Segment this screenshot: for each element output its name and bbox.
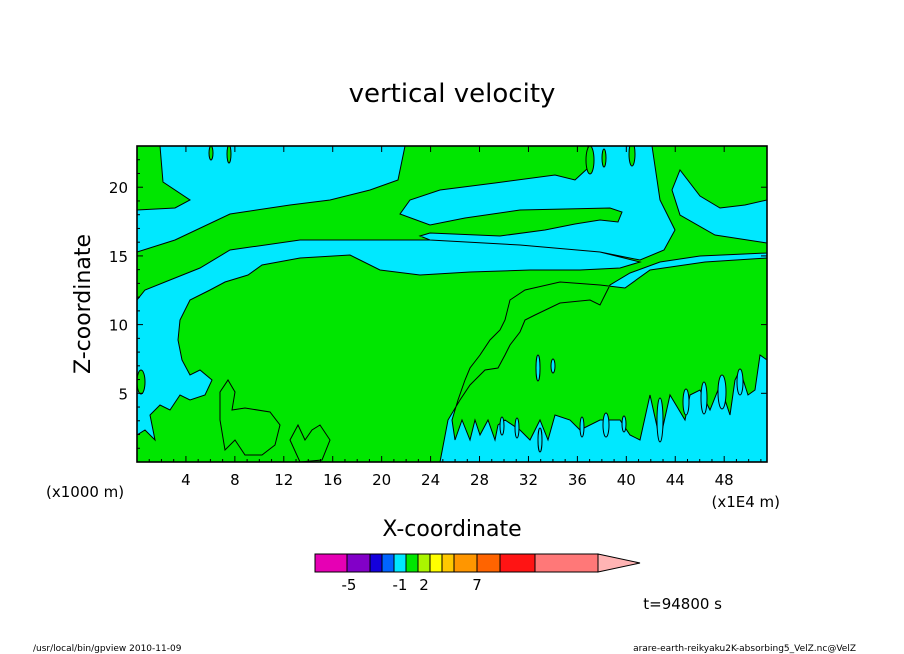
x-tick-label: 40	[617, 471, 636, 489]
x-tick-label: 20	[372, 471, 391, 489]
legend-label: 2	[419, 576, 429, 594]
x-axis-ticks: 4 8 12 16 20 24 28 32 36 40 44 48	[148, 146, 762, 489]
y-axis-ticks: 5 10 15 20	[109, 159, 767, 449]
legend-swatch	[417, 553, 431, 573]
legend-swatch	[453, 553, 478, 573]
y-tick-label: 10	[109, 317, 128, 335]
y-axis-title: Z-coordinate	[71, 234, 96, 374]
legend-swatch	[393, 553, 407, 573]
legend-swatch	[381, 553, 395, 573]
legend-overflow-arrow	[597, 553, 641, 573]
x-tick-label: 24	[421, 471, 440, 489]
footer-right: arare-earth-reikyaku2K-absorbing5_VelZ.n…	[633, 644, 856, 654]
x-tick-label: 4	[181, 471, 191, 489]
x-tick-label: 48	[715, 471, 734, 489]
legend-swatch	[429, 553, 443, 573]
y-tick-label: 15	[109, 248, 128, 266]
x-tick-label: 16	[323, 471, 342, 489]
legend-swatch	[369, 553, 383, 573]
legend-swatch	[346, 553, 371, 573]
x-axis-title: X-coordinate	[382, 517, 521, 542]
legend-swatch	[476, 553, 501, 573]
legend-swatch	[499, 553, 536, 573]
legend-swatch	[314, 553, 348, 573]
plot-frame	[136, 145, 768, 463]
x-tick-label: 44	[666, 471, 685, 489]
small-cyan-cells	[499, 354, 744, 453]
y-tick-label: 5	[118, 385, 128, 403]
x-unit-left-label: (x1000 m)	[46, 483, 124, 501]
legend-swatch	[441, 553, 455, 573]
legend-label: 7	[472, 576, 482, 594]
legend-label: -1	[393, 576, 408, 594]
contour-fills	[137, 146, 767, 462]
small-green-cells	[137, 146, 636, 395]
plot-area	[136, 145, 768, 463]
y-tick-label: 20	[109, 179, 128, 197]
time-label: t=94800 s	[643, 595, 722, 613]
x-tick-label: 12	[274, 471, 293, 489]
legend-label: -5	[342, 576, 357, 594]
legend-swatch	[405, 553, 419, 573]
color-legend: -5 -1 2 7	[314, 553, 641, 594]
x-tick-label: 36	[568, 471, 587, 489]
legend-swatch	[534, 553, 599, 573]
footer-left: /usr/local/bin/gpview 2010-11-09	[33, 644, 182, 654]
x-tick-label: 8	[230, 471, 240, 489]
upper-positive-band	[137, 146, 767, 462]
chart-title: vertical velocity	[349, 79, 556, 109]
x-tick-label: 28	[470, 471, 489, 489]
x-tick-label: 32	[519, 471, 538, 489]
x-unit-right-label: (x1E4 m)	[711, 493, 780, 511]
